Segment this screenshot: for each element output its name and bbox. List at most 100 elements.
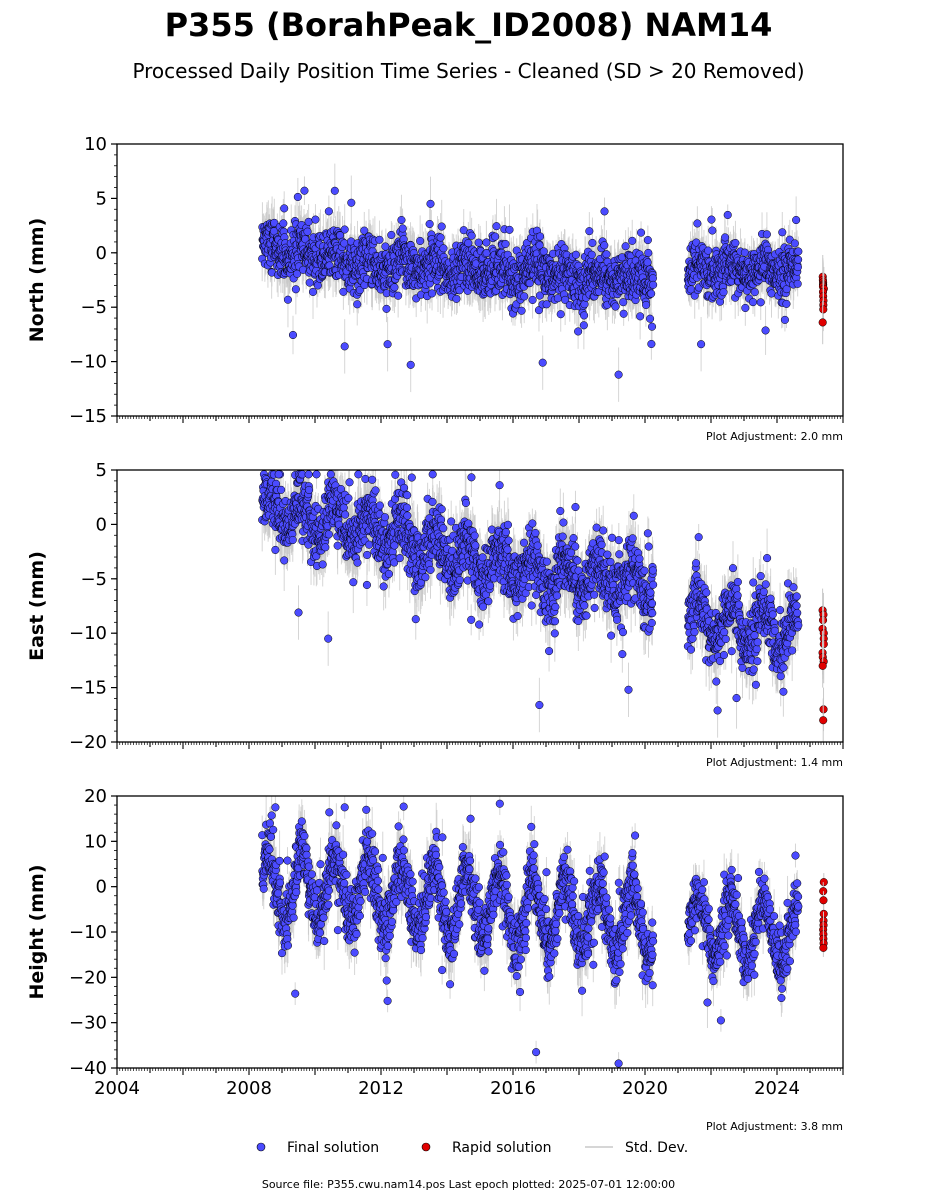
final-solution-point: [535, 291, 544, 300]
final-solution-point: [313, 281, 322, 290]
panel-data: [258, 163, 828, 402]
panels: 10 5 0 −5 −10 −15 North (mm) Plot Adjustment: 2…: [26, 134, 844, 1133]
final-solution-point: [621, 242, 630, 251]
final-solution-point: [619, 309, 628, 318]
final-solution-point: [587, 250, 596, 259]
final-solution-point: [539, 247, 548, 256]
final-solution-point: [467, 231, 476, 240]
final-solution-point: [382, 304, 391, 313]
final-solution-point: [270, 218, 279, 227]
final-solution-point: [501, 239, 510, 249]
final-solution-point: [330, 186, 339, 195]
y-tick-label: −5: [80, 297, 107, 318]
final-solution-point: [794, 255, 803, 264]
chart-subtitle: Processed Daily Position Time Series - C…: [132, 59, 804, 83]
final-solution-point: [585, 227, 594, 236]
final-solution-point: [280, 204, 289, 213]
y-tick-label: −15: [69, 406, 107, 427]
final-solution-point: [636, 228, 646, 237]
final-solution-point: [793, 279, 802, 288]
final-solution-point: [782, 299, 791, 308]
y-tick-label: 5: [96, 188, 107, 209]
final-solution-point: [304, 217, 313, 226]
final-solution-point: [535, 241, 544, 250]
final-solution-point: [767, 289, 776, 298]
final-solution-point: [283, 295, 292, 304]
final-solution-point: [353, 300, 362, 309]
rapid-solution-point: [818, 318, 827, 327]
final-solution-point: [288, 330, 298, 340]
final-solution-point: [778, 228, 787, 237]
final-solution-point: [588, 238, 597, 247]
final-solution-point: [628, 236, 637, 245]
final-solution-point: [528, 295, 537, 304]
final-solution-point: [482, 238, 491, 247]
final-solution-point: [748, 298, 758, 307]
final-solution-point: [708, 226, 717, 235]
final-solution-point: [649, 280, 658, 289]
final-solution-point: [611, 302, 620, 311]
final-solution-point: [643, 236, 652, 245]
final-solution-point: [721, 233, 730, 242]
final-solution-point: [390, 283, 399, 292]
final-solution-point: [697, 340, 706, 349]
final-solution-point: [505, 225, 514, 234]
final-solution-point: [643, 258, 652, 267]
final-solution-point: [642, 300, 651, 310]
final-solution-point: [646, 314, 655, 323]
final-solution-point: [340, 225, 349, 234]
final-solution-point: [398, 224, 407, 233]
final-solution-point: [704, 246, 713, 255]
final-solution-point: [474, 238, 483, 247]
final-solution-point: [439, 244, 448, 253]
final-solution-point: [340, 342, 349, 351]
chart-title: P355 (BorahPeak_ID2008) NAM14: [165, 6, 773, 44]
final-solution-point: [542, 300, 551, 309]
final-solution-point: [355, 286, 364, 295]
final-solution-point: [291, 285, 300, 294]
final-solution-point: [427, 289, 437, 298]
final-solution-point: [574, 327, 583, 336]
final-solution-point: [750, 288, 759, 297]
final-solution-point: [426, 199, 435, 208]
plot-adjustment-note: Plot Adjustment: 2.0 mm: [706, 430, 843, 443]
final-solution-point: [723, 210, 732, 220]
final-solution-point: [397, 215, 406, 225]
final-solution-point: [636, 312, 645, 321]
final-solution-point: [279, 219, 288, 228]
final-solution-point: [693, 219, 702, 228]
final-solution-point: [383, 340, 392, 349]
panel-north: 10 5 0 −5 −10 −15 North (mm) Plot Adjustment: 2…: [26, 134, 844, 443]
final-solution-point: [339, 287, 348, 296]
final-solution-point: [394, 291, 403, 300]
final-solution-point: [517, 306, 526, 315]
final-solution-point: [762, 230, 771, 239]
final-solution-point: [520, 292, 529, 301]
final-solution-point: [406, 360, 415, 369]
final-solution-point: [600, 207, 609, 216]
final-solution-point: [619, 298, 628, 307]
y-tick-label: 0: [96, 243, 107, 264]
final-solution-point: [300, 186, 309, 195]
final-solution-point: [387, 230, 396, 240]
final-solution-point: [452, 294, 461, 303]
y-tick-label: −10: [69, 352, 107, 373]
final-solution-point: [425, 219, 434, 229]
final-solution-point: [416, 236, 425, 246]
final-solution-point: [538, 358, 547, 367]
y-tick-label: 10: [84, 134, 107, 155]
final-solution-point: [303, 227, 312, 236]
final-solution-point: [491, 232, 500, 241]
final-solution-point: [536, 232, 545, 241]
final-solution-point: [719, 288, 728, 297]
final-solution-point: [600, 241, 609, 250]
final-solution-point: [647, 339, 656, 349]
final-solution-point: [324, 207, 333, 216]
final-solution-point: [571, 250, 580, 259]
final-solution-point: [614, 370, 623, 379]
final-solution-point: [707, 215, 716, 224]
final-solution-point: [793, 263, 802, 272]
final-solution-point: [308, 287, 318, 296]
rapid-solution-point: [819, 305, 828, 314]
